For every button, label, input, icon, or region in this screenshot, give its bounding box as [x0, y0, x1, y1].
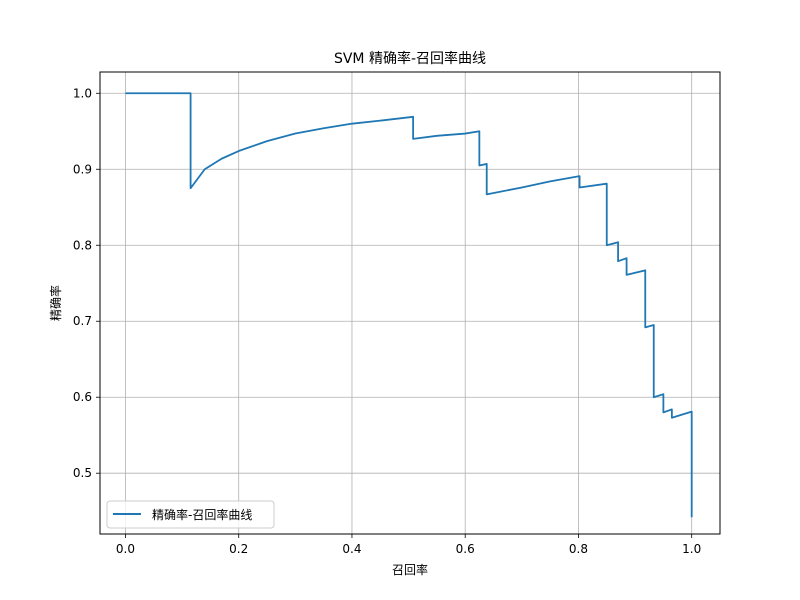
y-tick-label: 0.9	[73, 162, 92, 176]
y-tick-label: 0.8	[73, 238, 92, 252]
y-tick-label: 1.0	[73, 86, 92, 100]
ticks: 0.0 0.2 0.4 0.6 0.8 1.0 0.5 0.6 0.7 0.8 0.9 1.0	[73, 86, 701, 556]
series-group	[125, 92, 693, 518]
pr-curve-line	[125, 92, 693, 518]
x-tick-label: 0.0	[116, 542, 135, 556]
x-tick-label: 0.8	[569, 542, 588, 556]
x-tick-label: 0.6	[456, 542, 475, 556]
x-tick-label: 0.4	[342, 542, 361, 556]
grid	[100, 72, 720, 534]
chart-title: SVM 精确率-召回率曲线	[334, 50, 486, 67]
legend-label: 精确率-召回率曲线	[152, 507, 252, 522]
legend-box	[106, 500, 275, 529]
plot-frame	[99, 71, 721, 535]
y-tick-label: 0.7	[73, 314, 92, 328]
x-tick-label: 1.0	[682, 542, 701, 556]
x-axis-label: 召回率	[392, 562, 428, 577]
y-axis-label: 精确率	[48, 285, 63, 321]
y-tick-label: 0.6	[73, 390, 92, 404]
x-tick-label: 0.2	[229, 542, 248, 556]
legend: 精确率-召回率曲线	[106, 500, 275, 529]
y-tick-label: 0.5	[73, 466, 92, 480]
